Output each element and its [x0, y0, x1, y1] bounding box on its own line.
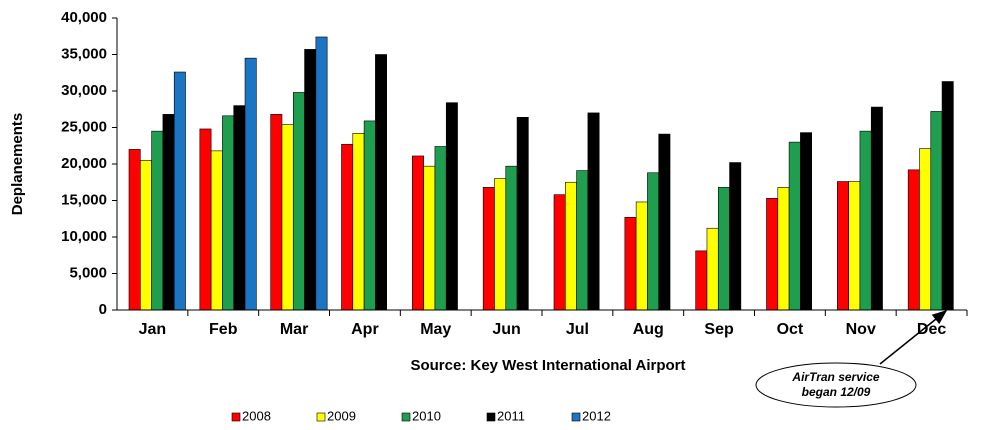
x-tick-label: Oct — [777, 321, 804, 338]
y-tick-label: 30,000 — [61, 82, 107, 99]
annotation-bubble — [755, 362, 917, 408]
bar — [930, 111, 943, 311]
x-tick-label: Aug — [633, 321, 664, 338]
y-axis-label: Deplanements — [9, 113, 26, 216]
x-tick-label: Jan — [139, 321, 167, 338]
legend-label: 2012 — [582, 408, 611, 423]
bar — [304, 49, 317, 311]
bar — [859, 130, 872, 311]
annotation-arrow — [879, 310, 948, 365]
bar — [352, 133, 365, 311]
bar — [434, 146, 447, 311]
y-tick-label: 40,000 — [61, 9, 107, 26]
bar — [423, 165, 436, 311]
bar — [210, 150, 223, 311]
bar — [717, 187, 730, 311]
bar — [729, 162, 742, 311]
x-tick-label: Mar — [280, 321, 308, 338]
legend-swatch — [401, 412, 411, 422]
bar — [941, 81, 954, 311]
bar — [837, 181, 849, 311]
bar — [151, 130, 164, 311]
bar — [363, 120, 376, 311]
bar — [624, 216, 637, 311]
bar — [766, 198, 779, 311]
bar — [907, 169, 920, 311]
annotation-text: began 12/09 — [802, 385, 871, 399]
x-tick-label: Jun — [492, 321, 520, 338]
bar — [919, 148, 932, 311]
bar — [848, 181, 861, 311]
bar — [587, 112, 600, 311]
y-tick-label: 15,000 — [61, 191, 107, 208]
bar — [140, 160, 152, 311]
bar — [788, 141, 801, 311]
bar — [635, 201, 648, 311]
annotation-text: AirTran service — [791, 370, 879, 384]
bar — [777, 187, 790, 311]
bar — [341, 143, 354, 311]
y-tick-label: 0 — [99, 301, 107, 318]
bar — [647, 172, 660, 311]
x-axis-label: Source: Key West International Airport — [410, 357, 685, 374]
x-tick-label: Apr — [351, 321, 379, 338]
bar — [281, 124, 294, 311]
bar — [128, 149, 141, 311]
bar — [199, 128, 212, 311]
y-tick-label: 25,000 — [61, 118, 107, 135]
bar — [233, 105, 246, 311]
legend-label: 2008 — [242, 408, 271, 423]
bar — [222, 115, 235, 311]
legend-swatch — [486, 412, 496, 422]
bar — [315, 36, 328, 311]
y-tick-label: 5,000 — [69, 264, 107, 281]
bar — [800, 132, 813, 311]
bar — [706, 227, 719, 311]
legend-swatch — [316, 412, 326, 422]
bar — [162, 114, 175, 311]
bar — [658, 133, 671, 311]
bar — [244, 57, 257, 311]
bar — [445, 102, 458, 311]
legend-label: 2011 — [497, 408, 525, 423]
bar — [505, 165, 518, 311]
x-tick-label: Feb — [209, 321, 238, 338]
x-tick-label: Sep — [704, 321, 734, 338]
bar — [270, 114, 283, 311]
bar — [553, 194, 566, 311]
y-tick-label: 35,000 — [61, 45, 107, 62]
legend-swatch — [231, 412, 241, 422]
y-tick-label: 10,000 — [61, 228, 107, 245]
legend-swatch — [571, 412, 581, 422]
bar — [412, 155, 424, 311]
bar — [494, 178, 507, 311]
legend-label: 2009 — [327, 408, 356, 423]
bar — [564, 181, 577, 311]
bar — [292, 92, 305, 311]
x-tick-label: Dec — [917, 321, 946, 338]
bar — [870, 106, 883, 311]
bar — [576, 170, 589, 311]
bar — [482, 187, 495, 311]
legend-label: 2010 — [412, 408, 441, 423]
x-tick-label: May — [420, 321, 451, 338]
bar — [173, 71, 186, 311]
bar — [516, 116, 529, 311]
bar — [695, 250, 708, 311]
x-tick-label: Jul — [566, 321, 589, 338]
y-tick-label: 20,000 — [61, 155, 107, 172]
bar — [375, 54, 387, 311]
x-tick-label: Nov — [846, 321, 876, 338]
